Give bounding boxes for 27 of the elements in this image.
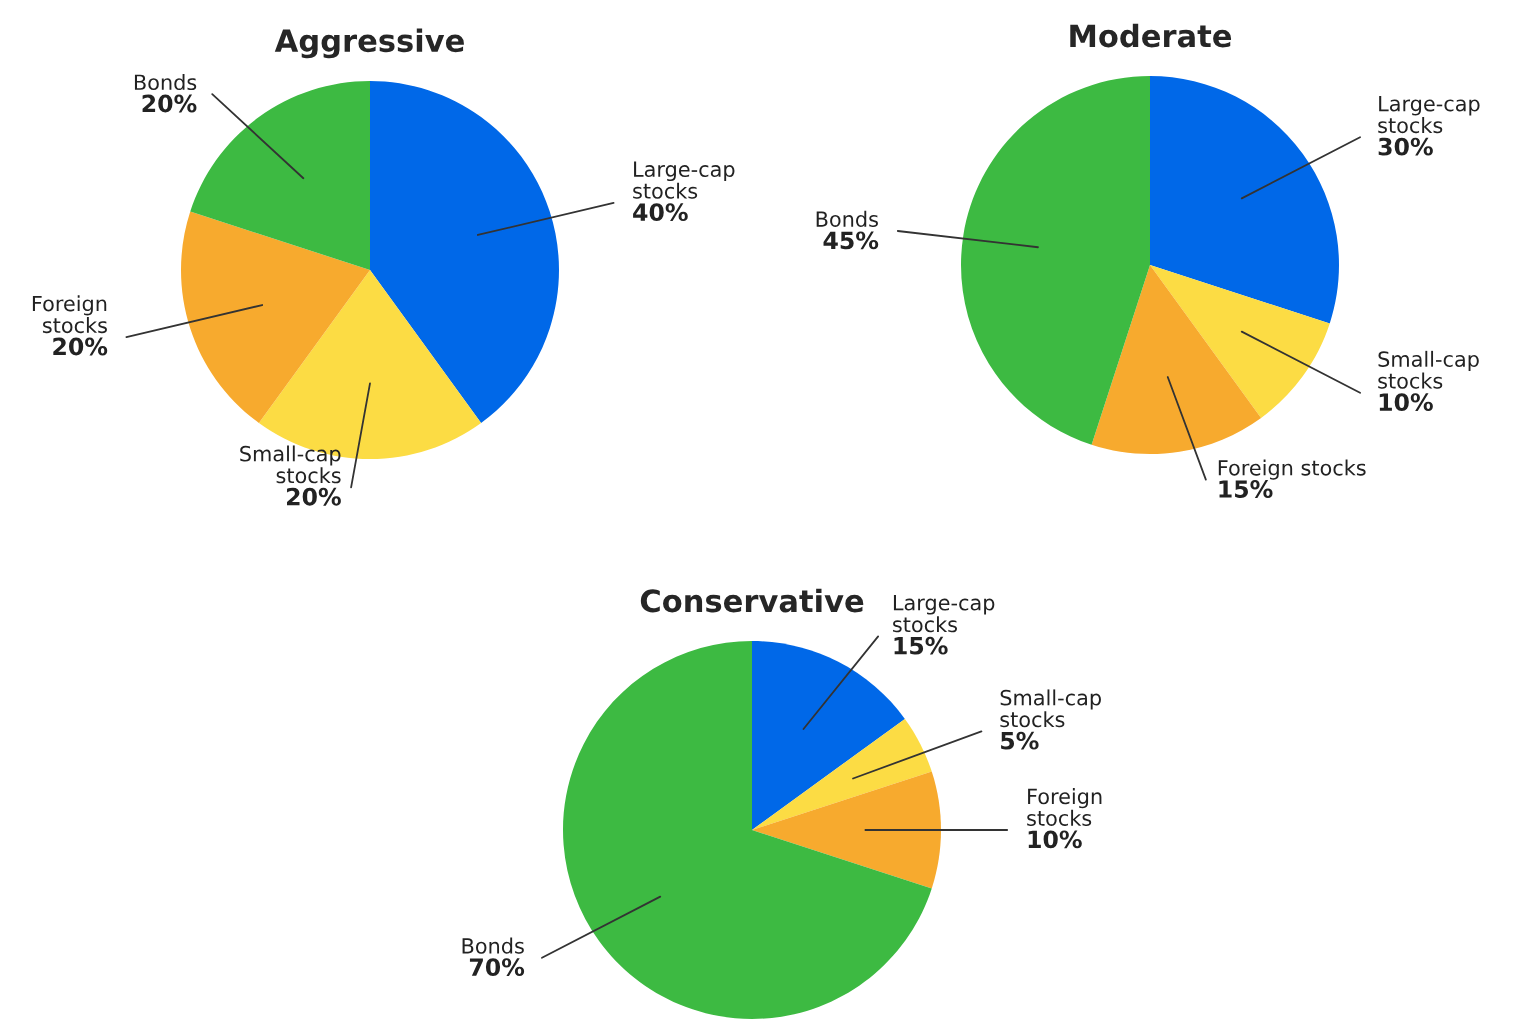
slice-label: Foreign stocks bbox=[32, 295, 107, 334]
slice-label: Foreign stocks bbox=[1218, 459, 1366, 480]
slice-label: Large-cap stocks bbox=[893, 595, 995, 633]
data-label: 10% bbox=[1379, 393, 1433, 412]
data-label: 5% bbox=[1001, 731, 1039, 750]
slice-label: Small-cap stocks bbox=[1000, 689, 1101, 728]
data-label: 20% bbox=[142, 94, 197, 113]
chart-title: Moderate bbox=[1070, 23, 1232, 48]
chart-title: Aggressive bbox=[274, 28, 464, 59]
slice-label: Bonds bbox=[816, 210, 878, 227]
data-label: 20% bbox=[53, 337, 108, 356]
data-label: 30% bbox=[1378, 137, 1433, 156]
slice-label: Small-cap stocks bbox=[1378, 350, 1479, 389]
slice-label: Bonds bbox=[134, 74, 197, 91]
slice-label: Small-cap stocks bbox=[240, 445, 341, 484]
data-label: 45% bbox=[823, 231, 879, 250]
data-label: 70% bbox=[469, 958, 525, 977]
slice-label: Large-cap stocks bbox=[633, 161, 735, 199]
data-label: 10% bbox=[1028, 830, 1082, 849]
data-label: 20% bbox=[287, 487, 341, 506]
slice-label: Bonds bbox=[462, 937, 524, 954]
slice-label: Large-cap stocks bbox=[1378, 95, 1480, 134]
chart-title: Conservative bbox=[640, 588, 864, 613]
data-label: 15% bbox=[894, 636, 948, 655]
data-label: 15% bbox=[1219, 480, 1273, 498]
data-label: 40% bbox=[633, 203, 688, 222]
slice-label: Foreign stocks bbox=[1027, 788, 1102, 826]
